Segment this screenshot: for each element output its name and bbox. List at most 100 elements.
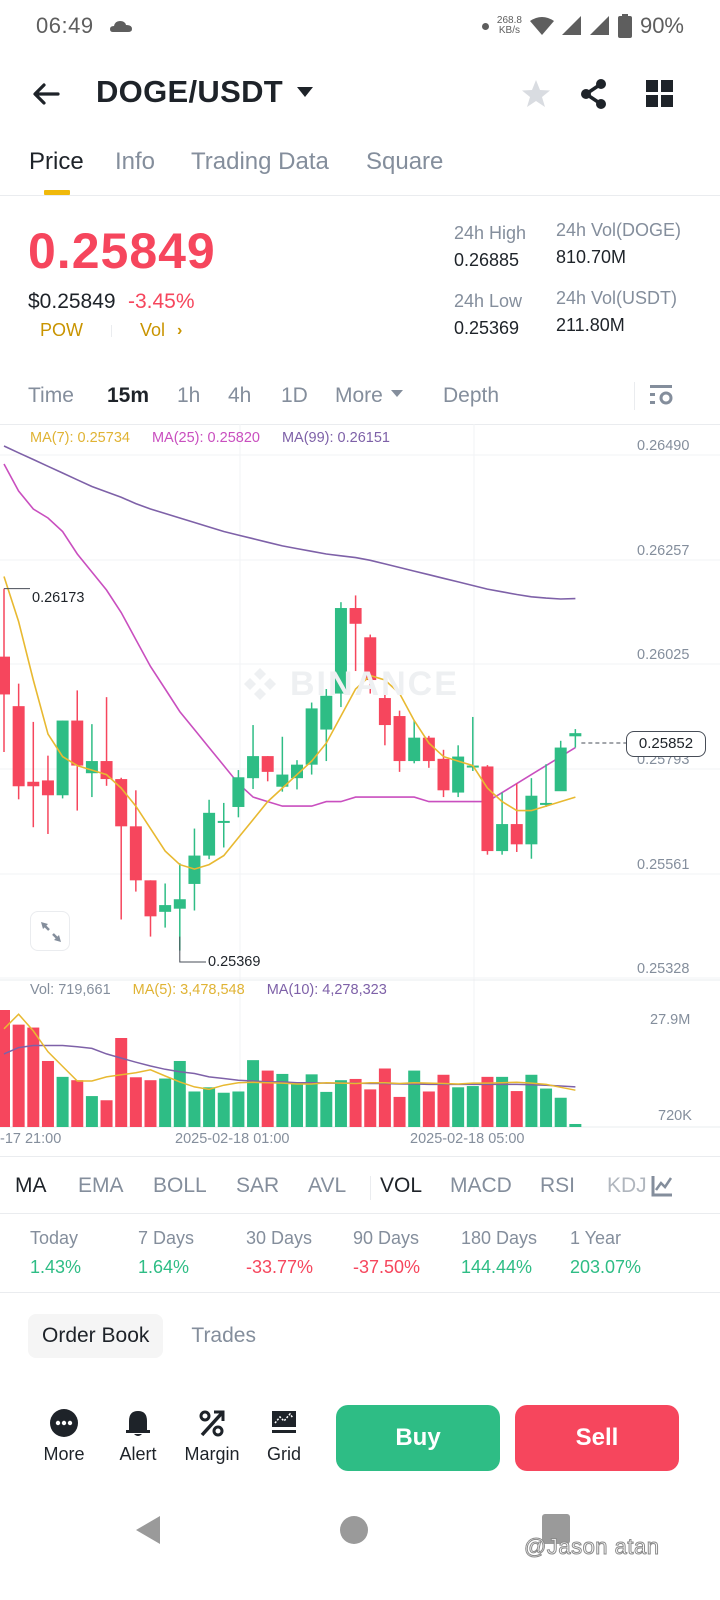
volume-ma5-value: MA(5): 3,478,548 <box>132 982 245 998</box>
header: DOGE/USDT <box>0 62 720 126</box>
interval-time[interactable]: Time <box>28 384 74 407</box>
star-icon[interactable] <box>520 78 552 110</box>
chevron-right-icon[interactable]: › <box>177 321 183 339</box>
active-tab-indicator <box>44 190 70 195</box>
nav-home-icon[interactable] <box>340 1516 368 1544</box>
chart-settings-icon[interactable] <box>648 382 676 410</box>
pair-selector[interactable]: DOGE/USDT <box>96 74 313 110</box>
status-bar: 06:49 268.8 KB/s 90% <box>0 0 720 52</box>
interval-1h[interactable]: 1h <box>177 384 201 407</box>
perf-value: 1.64% <box>138 1257 190 1277</box>
indicator-boll[interactable]: BOLL <box>153 1174 207 1197</box>
perf-label: 30 Days <box>246 1228 313 1248</box>
sell-button[interactable]: Sell <box>515 1405 679 1471</box>
perf-value: 144.44% <box>461 1257 533 1277</box>
cloud-icon <box>109 21 132 32</box>
volume-ma10-value: MA(10): 4,278,323 <box>266 982 387 998</box>
signal-icon <box>561 16 581 35</box>
indicator-rsi[interactable]: RSI <box>540 1174 576 1197</box>
system-nav-bar: @Jason atan <box>0 1500 720 1600</box>
y-axis-label: 0.26490 <box>637 438 690 454</box>
tag-vol[interactable]: Vol <box>140 320 166 340</box>
margin-label: Margin <box>184 1444 240 1464</box>
y-axis-label: 0.25328 <box>637 961 690 977</box>
divider <box>370 1176 371 1200</box>
alert-label: Alert <box>119 1444 157 1464</box>
tag-pow[interactable]: POW <box>40 320 83 340</box>
indicator-ema[interactable]: EMA <box>78 1174 124 1197</box>
perf-value: 203.07% <box>570 1257 642 1277</box>
bell-icon <box>126 1411 150 1436</box>
margin-button[interactable]: Margin <box>182 1408 242 1465</box>
expand-icon <box>41 922 61 942</box>
last-price: 0.25849 <box>28 223 216 279</box>
battery-icon <box>617 14 632 38</box>
vol-base-value: 810.70M <box>556 247 627 267</box>
credit-watermark: @Jason atan <box>523 1534 660 1560</box>
fullscreen-button[interactable] <box>30 911 70 951</box>
indicator-kdj[interactable]: KDJ <box>607 1174 647 1197</box>
share-icon[interactable] <box>578 78 610 110</box>
divider <box>0 1156 720 1157</box>
grid-bot-icon <box>272 1411 296 1433</box>
indicator-settings-icon[interactable] <box>650 1174 674 1198</box>
status-time: 06:49 <box>36 13 94 38</box>
main-tabs: Price Info Trading Data Square <box>0 140 720 196</box>
divider <box>634 382 635 410</box>
perf-1y: 1 Year 203.07% <box>570 1228 641 1278</box>
interval-more[interactable]: More <box>335 384 403 408</box>
perf-label: 180 Days <box>461 1228 538 1248</box>
depth-tab[interactable]: Depth <box>443 384 500 407</box>
indicator-ma[interactable]: MA <box>15 1174 47 1197</box>
margin-icon <box>199 1410 225 1437</box>
tab-info[interactable]: Info <box>115 148 156 175</box>
indicator-sar[interactable]: SAR <box>236 1174 280 1197</box>
ma99-value: MA(99): 0.26151 <box>281 430 390 446</box>
chart-low-marker: 0.25369 <box>208 954 261 970</box>
x-axis: -17 21:00 2025-02-18 01:00 2025-02-18 05… <box>0 1131 720 1153</box>
indicator-vol[interactable]: VOL <box>380 1174 423 1197</box>
perf-value: 1.43% <box>30 1257 82 1277</box>
fiat-price: $0.25849 <box>28 290 116 313</box>
buy-button[interactable]: Buy <box>336 1405 500 1471</box>
vol-quote-value: 211.80M <box>556 315 625 335</box>
tab-square[interactable]: Square <box>366 148 444 175</box>
volume-value: Vol: 719,661 <box>30 982 111 998</box>
wifi-icon <box>529 17 554 35</box>
more-button[interactable]: More <box>34 1408 94 1465</box>
network-speed-unit: KB/s <box>498 25 520 36</box>
interval-bar: Time 15m 1h 4h 1D More Depth <box>0 378 720 420</box>
performance-row: Today 1.43% 7 Days 1.64% 30 Days -33.77%… <box>0 1228 720 1288</box>
alert-button[interactable]: Alert <box>108 1408 168 1465</box>
tab-order-book[interactable]: Order Book <box>28 1314 164 1358</box>
indicator-avl[interactable]: AVL <box>308 1174 347 1197</box>
volume-axis-label: 27.9M <box>650 1012 691 1028</box>
grid-icon[interactable] <box>644 78 676 110</box>
divider <box>0 424 720 425</box>
low-value: 0.25369 <box>454 318 520 338</box>
indicator-macd[interactable]: MACD <box>450 1174 512 1197</box>
watermark-text: BINANCE <box>290 664 459 703</box>
price-change-percent: -3.45% <box>128 290 195 313</box>
grid-bot-button[interactable]: Grid <box>254 1408 314 1465</box>
tab-trades[interactable]: Trades <box>191 1324 256 1347</box>
tab-price[interactable]: Price <box>29 148 84 175</box>
back-arrow-icon[interactable] <box>30 78 62 110</box>
interval-1d[interactable]: 1D <box>281 384 308 407</box>
interval-4h[interactable]: 4h <box>228 384 252 407</box>
perf-180d: 180 Days 144.44% <box>461 1228 537 1278</box>
nav-back-icon[interactable] <box>136 1516 160 1544</box>
perf-90d: 90 Days -37.50% <box>353 1228 420 1278</box>
x-axis-label: -17 21:00 <box>0 1131 62 1147</box>
volume-axis-label: 720K <box>658 1108 692 1124</box>
nav-recents-icon[interactable] <box>542 1514 570 1544</box>
network-speed: 268.8 KB/s <box>497 16 522 36</box>
interval-more-label: More <box>335 384 383 407</box>
binance-logo-icon <box>244 668 276 700</box>
network-speed-value: 268.8 <box>496 15 522 26</box>
perf-value: -37.50% <box>353 1257 421 1277</box>
tab-trading-data[interactable]: Trading Data <box>191 148 329 175</box>
candlestick-chart[interactable] <box>0 424 720 1134</box>
perf-value: -33.77% <box>246 1257 314 1277</box>
interval-15m[interactable]: 15m <box>107 384 150 407</box>
